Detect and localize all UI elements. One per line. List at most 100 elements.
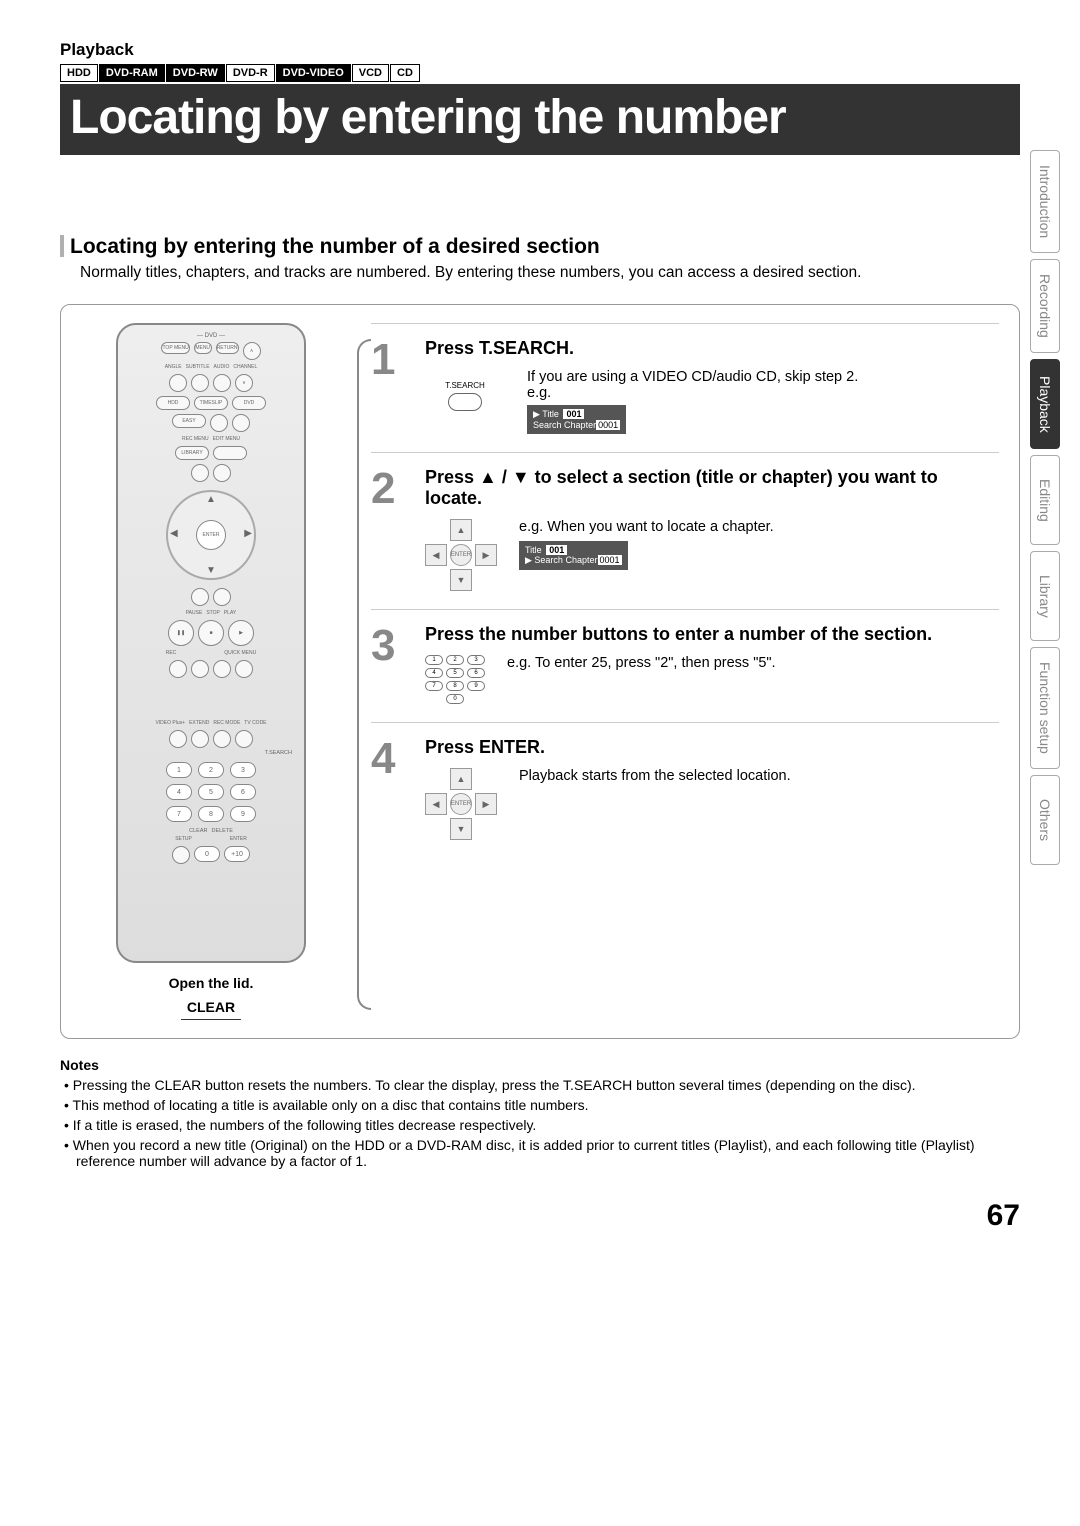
page-number: 67	[60, 1199, 1020, 1233]
mini-tsearch-lbl: T.SEARCH	[445, 381, 485, 390]
num-3: 3	[230, 762, 256, 778]
remote-vplus	[169, 730, 187, 748]
remote-pause: ❚❚	[168, 620, 194, 646]
setup-lbl: SETUP	[175, 836, 192, 842]
mk8: 8	[446, 681, 464, 691]
mini-tsearch-btn	[448, 393, 482, 411]
mk1: 1	[425, 655, 443, 665]
remote-angle-lbl: ANGLE	[165, 364, 182, 370]
note-4: When you record a new title (Original) o…	[64, 1137, 1020, 1169]
remote-caption: Open the lid.	[169, 975, 254, 991]
page-title: Locating by entering the number	[60, 84, 1020, 155]
media-tag-dvdvideo: DVD-VIDEO	[276, 64, 351, 82]
step-1-osd: ▶ Title 001 Search Chapter0001	[527, 405, 626, 434]
side-tab-library[interactable]: Library	[1030, 551, 1060, 641]
note-3: If a title is erased, the numbers of the…	[64, 1117, 1020, 1133]
note-1: Pressing the CLEAR button resets the num…	[64, 1077, 1020, 1093]
remote-extend	[191, 730, 209, 748]
extend-lbl: EXTEND	[189, 720, 209, 726]
media-tags: HDD DVD-RAM DVD-RW DVD-R DVD-VIDEO VCD C…	[60, 64, 1020, 82]
step-1-number: 1	[371, 338, 417, 434]
media-tag-dvdram: DVD-RAM	[99, 64, 165, 82]
tsearch-lbl: T.SEARCH	[265, 750, 292, 756]
mk9: 9	[467, 681, 485, 691]
side-tab-others[interactable]: Others	[1030, 775, 1060, 865]
step-2-dpad-icon: ▲▼◀▶ENTER	[425, 519, 497, 591]
step-2: 2 Press ▲ / ▼ to select a section (title…	[371, 453, 999, 610]
step-3-numpad-icon: 1 2 3 4 5 6 7 8 9 0	[425, 655, 485, 704]
remote-up-icon: ∧	[243, 342, 261, 360]
subheading: Locating by entering the number of a des…	[70, 235, 600, 258]
remote-recmenu-lbl: REC MENU	[182, 436, 209, 442]
step-3-desc: e.g. To enter 25, press "2", then press …	[507, 655, 776, 671]
side-tab-function-setup[interactable]: Function setup	[1030, 647, 1060, 769]
remote-tvcode	[235, 730, 253, 748]
remote-circ	[213, 660, 231, 678]
remote-angle	[169, 374, 187, 392]
videoplus-lbl: VIDEO Plus+	[155, 720, 185, 726]
remote-audio-lbl: AUDIO	[214, 364, 230, 370]
quick-lbl: QUICK MENU	[224, 650, 256, 656]
mk2: 2	[446, 655, 464, 665]
side-tab-editing[interactable]: Editing	[1030, 455, 1060, 545]
step-2-title: Press ▲ / ▼ to select a section (title o…	[425, 467, 999, 509]
num-7: 7	[166, 806, 192, 822]
remote-slow	[191, 464, 209, 482]
remote-subtitle	[191, 374, 209, 392]
remote-numpad: 1 2 3 4 5 6 7 8 9	[166, 762, 256, 822]
remote-menu: MENU	[194, 342, 212, 354]
tsearch-button-icon: T.SEARCH	[425, 369, 505, 423]
tvcode-lbl: TV CODE	[244, 720, 266, 726]
remote-column: — DVD — TOP MENU MENU RETURN ∧ ANGLE SUB…	[81, 323, 341, 1020]
side-tab-recording[interactable]: Recording	[1030, 259, 1060, 353]
step-3-number: 3	[371, 624, 417, 704]
clear-lbl: CLEAR	[189, 828, 207, 834]
remote-return: RETURN	[216, 342, 239, 354]
notes-list: Pressing the CLEAR button resets the num…	[64, 1077, 1020, 1169]
step-1: 1 Press T.SEARCH. T.SEARCH If you are us…	[371, 323, 999, 453]
play-lbl: PLAY	[224, 610, 236, 616]
remote-rec	[169, 660, 187, 678]
num-4: 4	[166, 784, 192, 800]
step-2-desc: e.g. When you want to locate a chapter.	[519, 519, 774, 535]
remote-easynavi: EASY	[172, 414, 206, 428]
stop-lbl: STOP	[206, 610, 220, 616]
rec-lbl: REC	[166, 650, 177, 656]
remote-hdd: HDD	[156, 396, 190, 410]
step-4: 4 Press ENTER. ▲▼◀▶ENTER Playback starts…	[371, 723, 999, 858]
mk5: 5	[446, 668, 464, 678]
subheading-accent	[60, 235, 64, 257]
step-1-desc: If you are using a VIDEO CD/audio CD, sk…	[527, 369, 858, 401]
recmode-lbl: REC MODE	[213, 720, 240, 726]
step-3-title: Press the number buttons to enter a numb…	[425, 624, 999, 645]
remote-library: LIBRARY	[175, 446, 209, 460]
step-1-title: Press T.SEARCH.	[425, 338, 999, 359]
remote-picsearch	[213, 588, 231, 606]
media-tag-cd: CD	[390, 64, 420, 82]
remote-dvd: DVD	[232, 396, 266, 410]
note-2: This method of locating a title is avail…	[64, 1097, 1020, 1113]
step-4-number: 4	[371, 737, 417, 840]
remote-quick	[235, 660, 253, 678]
side-tab-introduction[interactable]: Introduction	[1030, 150, 1060, 253]
step-4-enter-icon: ▲▼◀▶ENTER	[425, 768, 497, 840]
section-label: Playback	[60, 40, 1020, 60]
remote-recmode	[213, 730, 231, 748]
pause-lbl: PAUSE	[186, 610, 203, 616]
remote-skip	[213, 464, 231, 482]
media-tag-dvdr: DVD-R	[226, 64, 275, 82]
notes-heading: Notes	[60, 1057, 1020, 1073]
remote-instantskip	[232, 414, 250, 432]
num-plus10: +10	[224, 846, 250, 862]
intro-text: Normally titles, chapters, and tracks ar…	[80, 264, 1020, 282]
side-tab-playback[interactable]: Playback	[1030, 359, 1060, 449]
step-4-desc: Playback starts from the selected locati…	[519, 768, 791, 784]
remote-enter: ENTER	[196, 520, 226, 550]
remote-subtitle-lbl: SUBTITLE	[186, 364, 210, 370]
remote-instantreplay	[210, 414, 228, 432]
remote-star	[191, 660, 209, 678]
num-1: 1	[166, 762, 192, 778]
instruction-panel: — DVD — TOP MENU MENU RETURN ∧ ANGLE SUB…	[60, 304, 1020, 1039]
remote-audio	[213, 374, 231, 392]
step-2-number: 2	[371, 467, 417, 591]
